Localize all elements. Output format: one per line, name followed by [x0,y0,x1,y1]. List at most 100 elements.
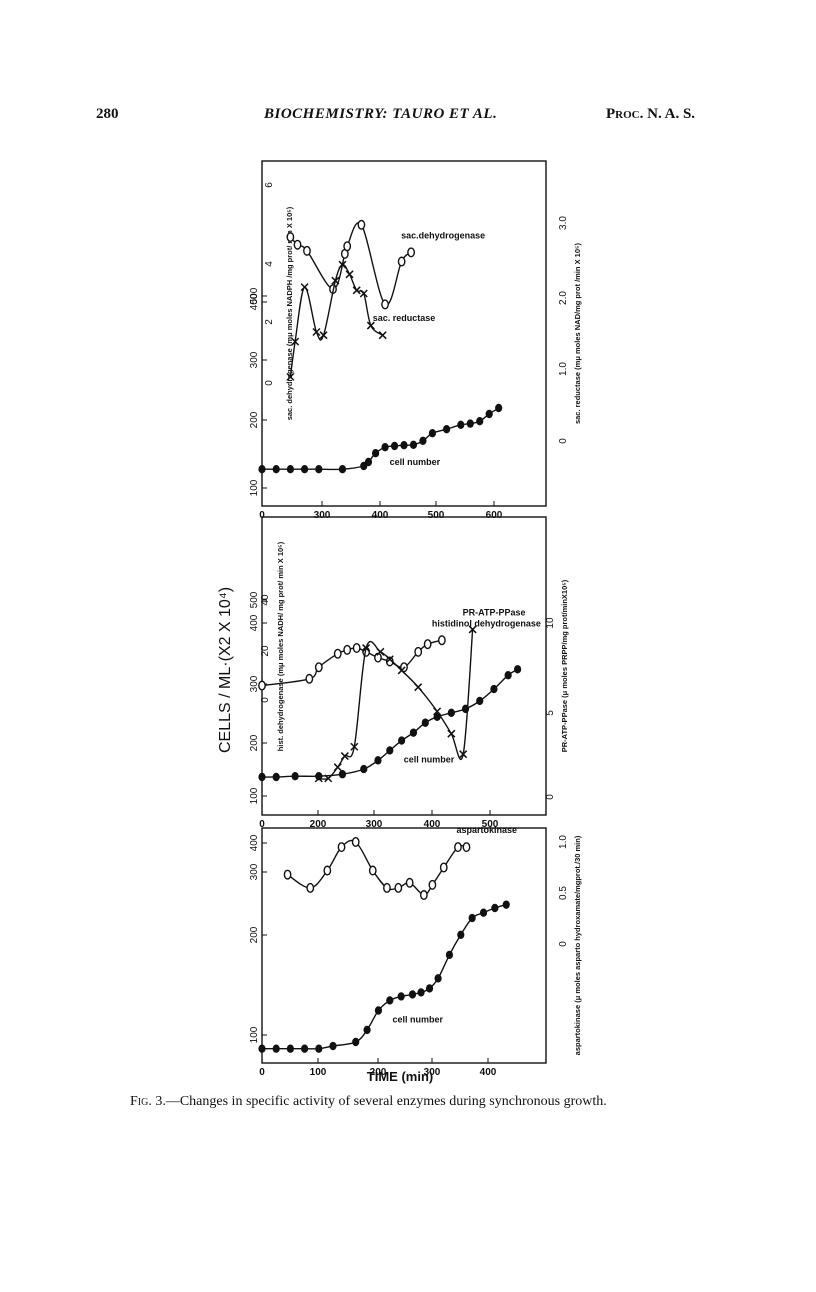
series-label: PR-ATP-PPase [463,607,526,617]
data-point [423,639,432,650]
caption-text: —Changes in specific activity of several… [165,1094,607,1109]
left-enzyme-axis-label: hist. dehydrogenase (mμ moles NADH/ mg p… [276,541,285,751]
data-point [394,882,403,893]
series-aspartokinase: aspartokinase [283,825,517,901]
data-point [343,241,352,252]
series-label: histidinol dehydrogenase [432,618,541,628]
data-point [490,684,498,694]
x-marker-stroke [331,276,340,285]
data-point [272,465,280,474]
data-point [502,900,510,909]
x-tick-label: 500 [428,510,445,521]
data-point [319,331,328,340]
x-marker-stroke [350,742,359,751]
data-point [286,372,295,381]
data-point [293,239,302,250]
data-point [409,728,418,737]
data-point [291,772,299,781]
x-marker-stroke [338,260,347,269]
page-header: 280 BIOCHEMISTRY: TAURO ET AL. Proc. N. … [0,106,816,128]
data-point [306,882,315,893]
data-point [272,1044,280,1053]
series-cell-number: cell number [258,665,522,782]
cells-tick-label: 200 [249,926,260,943]
shared-x-axis-label: TIME (min) [367,1069,433,1084]
series-cell-number: cell number [258,900,510,1053]
cells-tick-label: 200 [249,411,260,428]
enzyme-tick-label: 2 [264,319,275,325]
data-point [428,879,437,890]
data-point [437,635,446,646]
data-point [398,736,406,745]
cells-tick-label: 100 [249,479,260,496]
right-axis-label: aspartokinase (μ moles asparto hydroxama… [573,835,582,1055]
data-point [363,1025,371,1035]
plot-frame [261,827,547,1064]
right-tick-label: 3.0 [558,216,569,230]
series-sac-dehydrogenase: sac.dehydrogenase [286,219,485,310]
right-tick-label: 2.0 [558,291,569,305]
right-tick-label: 0 [558,941,569,947]
data-point [286,232,295,243]
x-marker-stroke [324,774,333,783]
series-histidinol-dehydrogenase: histidinol dehydrogenase [258,618,541,691]
data-point [447,729,456,738]
data-point [445,950,454,960]
data-point [419,890,428,901]
data-point [421,718,429,727]
series-pr-atp-ppase: PR-ATP-PPase [314,607,526,783]
enzyme-tick-label: 20 [260,645,271,657]
data-point [462,842,471,853]
x-marker-stroke [459,750,468,759]
x-marker-stroke [359,289,368,298]
cells-tick-label: 300 [249,863,260,880]
data-point [374,756,382,765]
data-point [374,1006,383,1015]
data-point [390,441,399,451]
data-point [283,869,292,880]
x-marker-stroke [433,707,442,716]
data-point [303,245,311,256]
data-point [272,772,280,782]
data-point [301,465,309,474]
data-point [286,1044,294,1053]
x-marker-stroke [286,372,295,381]
x-marker-stroke [312,327,321,337]
data-point [357,219,366,230]
data-point [408,990,417,999]
series-line [261,668,518,778]
data-point [479,908,488,917]
x-marker-stroke [362,644,371,653]
cells-tick-label: 500 [249,591,260,608]
data-point [366,321,375,330]
series-line [262,407,500,471]
data-point [495,403,503,413]
data-point [383,882,391,893]
data-point [338,260,347,269]
data-point [459,750,468,759]
data-point [407,247,415,258]
data-point [301,1044,309,1053]
x-marker-stroke [333,763,342,772]
data-point [324,774,333,783]
data-point [409,440,418,449]
cells-tick-label: 500 [249,287,260,304]
x-tick-label: 100 [310,1067,327,1078]
data-point [368,865,377,876]
data-point [315,1044,323,1053]
data-point [447,708,455,718]
running-title: BIOCHEMISTRY: TAURO ET AL. [264,106,498,122]
data-point [419,436,427,445]
data-point [333,763,342,772]
series-label: sac. reductase [373,313,436,323]
data-point [466,419,474,428]
x-marker-stroke [319,331,328,340]
x-marker-stroke [314,774,323,783]
cells-tick-label: 300 [249,675,260,692]
data-point [338,770,347,779]
data-point [468,625,477,634]
data-point [338,465,347,474]
data-point [425,984,434,993]
enzyme-tick-label: 0 [264,380,275,386]
